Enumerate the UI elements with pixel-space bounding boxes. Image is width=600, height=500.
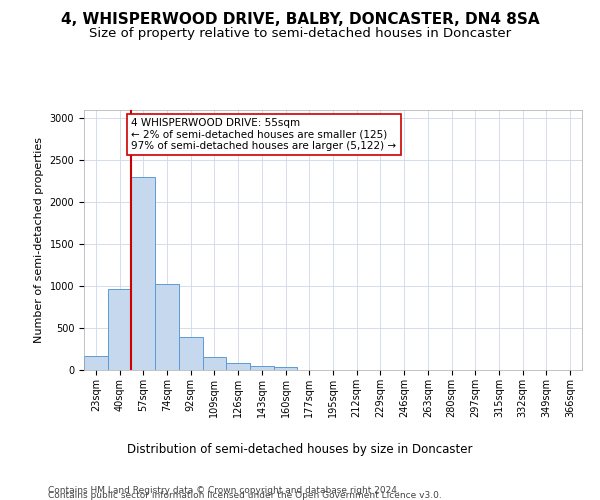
Text: Size of property relative to semi-detached houses in Doncaster: Size of property relative to semi-detach… (89, 28, 511, 40)
Bar (250, 366, 274, 370)
Text: Contains public sector information licensed under the Open Government Licence v3: Contains public sector information licen… (48, 491, 442, 500)
Text: Distribution of semi-detached houses by size in Doncaster: Distribution of semi-detached houses by … (127, 442, 473, 456)
Text: 4 WHISPERWOOD DRIVE: 55sqm
← 2% of semi-detached houses are smaller (125)
97% of: 4 WHISPERWOOD DRIVE: 55sqm ← 2% of semi-… (131, 118, 397, 151)
Bar (179, 338, 203, 370)
Text: 4, WHISPERWOOD DRIVE, BALBY, DONCASTER, DN4 8SA: 4, WHISPERWOOD DRIVE, BALBY, DONCASTER, … (61, 12, 539, 28)
Bar (203, 356, 226, 370)
Bar (274, 368, 298, 370)
Bar (131, 177, 155, 370)
Text: Contains HM Land Registry data © Crown copyright and database right 2024.: Contains HM Land Registry data © Crown c… (48, 486, 400, 495)
Y-axis label: Number of semi-detached properties: Number of semi-detached properties (34, 137, 44, 343)
Bar (84, 356, 108, 370)
Bar (226, 364, 250, 370)
Bar (108, 288, 131, 370)
Bar (155, 284, 179, 370)
